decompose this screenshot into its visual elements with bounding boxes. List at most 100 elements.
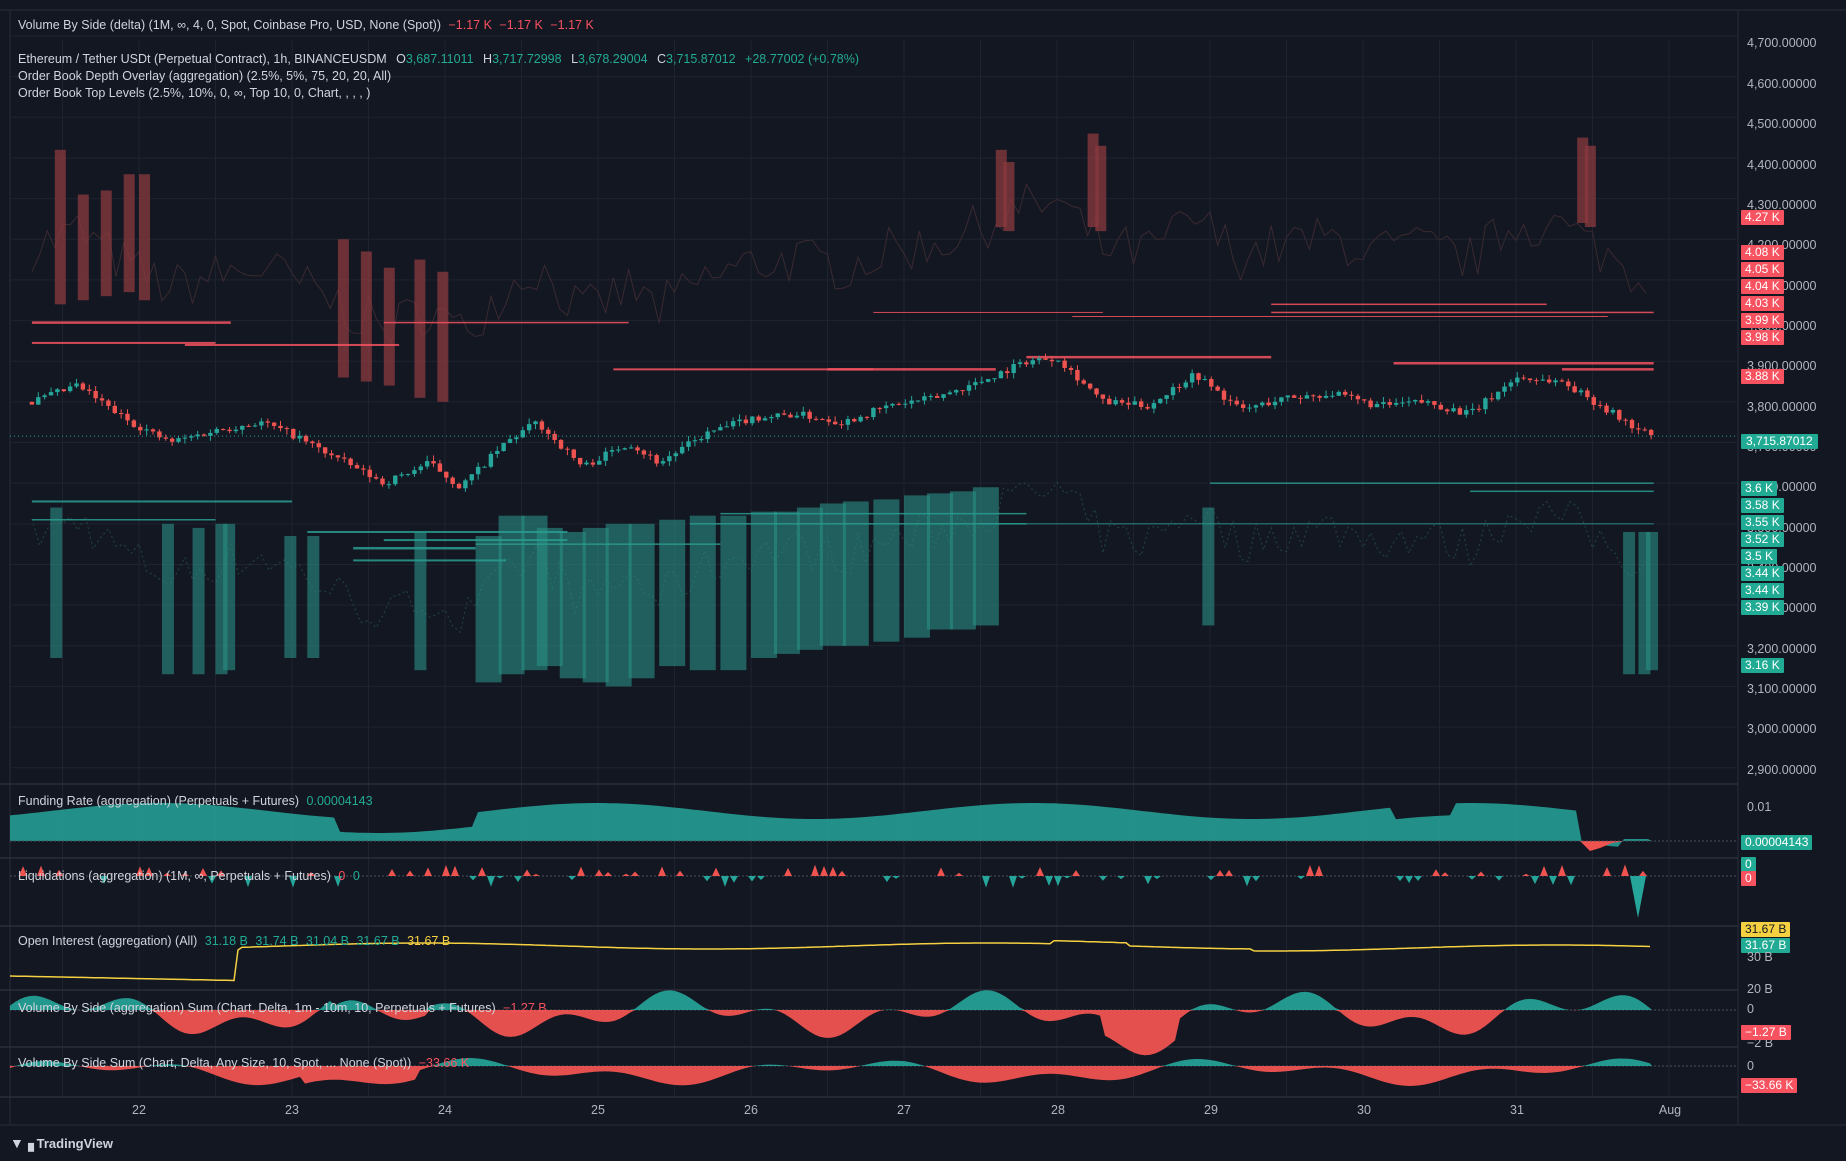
candle [1056, 360, 1061, 362]
top-value-3: −1.17 K [550, 18, 594, 32]
tradingview-logo[interactable]: ▼▗ TradingView [10, 1135, 113, 1152]
ask-level-bar [31, 321, 231, 324]
candle [163, 437, 168, 439]
candle [896, 403, 902, 405]
candle [1017, 362, 1023, 365]
ask-level-bar [1561, 368, 1654, 371]
vbs-agg-value: −1.27 B [503, 1001, 547, 1015]
candle [1476, 408, 1482, 410]
liquidation-spike [19, 866, 27, 876]
candle [903, 403, 908, 405]
ask-liquidity-zone [139, 174, 150, 301]
candle [1209, 379, 1214, 387]
liquidation-spike [1495, 876, 1503, 881]
oi-value-5: 31.67 B [407, 934, 451, 948]
oi-value-3: 31.04 B [305, 934, 349, 948]
symbol-legend[interactable]: Ethereum / Tether USDt (Perpetual Contra… [18, 52, 859, 66]
candle [1559, 380, 1565, 382]
vbs-sum-legend[interactable]: Volume By Side Sum (Chart, Delta, Any Si… [18, 1056, 469, 1070]
liquidation-spike [208, 876, 216, 884]
candle [1291, 395, 1297, 398]
ask-level-label: 4.05 K [1741, 262, 1784, 277]
candle [1221, 390, 1227, 400]
indicator-legend-depth[interactable]: Order Book Depth Overlay (aggregation) (… [18, 69, 391, 83]
open-label: O [396, 52, 406, 66]
liquidation-spike [622, 873, 630, 876]
candle [233, 429, 239, 432]
candle [342, 457, 347, 459]
liquidation-spike [496, 876, 504, 879]
vbs-agg-legend[interactable]: Volume By Side (aggregation) Sum (Chart,… [18, 1001, 547, 1015]
oi-legend[interactable]: Open Interest (aggregation) (All) 31.18 … [18, 934, 450, 948]
liquidation-spike [199, 868, 207, 876]
candle [1406, 401, 1412, 403]
indicator-legend-toplevels[interactable]: Order Book Top Levels (2.5%, 10%, 0, ∞, … [18, 86, 370, 100]
price-tick: 2,900.00000 [1747, 763, 1817, 777]
liquidation-spike [217, 870, 225, 876]
ask-liquidity-zone [54, 149, 66, 305]
liquidation-spike [1549, 876, 1557, 885]
candle [1126, 402, 1131, 405]
ask-liquidity-zone [414, 259, 426, 398]
bid-liquidity-zone [582, 527, 609, 683]
candle [424, 461, 430, 467]
candle [67, 386, 73, 392]
candle [1177, 387, 1182, 389]
candle [1502, 386, 1507, 392]
candle [526, 424, 532, 431]
candle [1087, 383, 1093, 389]
candle [80, 383, 86, 390]
candle [322, 447, 328, 454]
vbs-sum-value: −33.66 K [418, 1056, 470, 1070]
oi-title: Open Interest (aggregation) (All) [18, 934, 198, 948]
bid-liquidity-zone [192, 527, 205, 675]
ask-level-bar [383, 321, 629, 324]
candle [584, 462, 589, 465]
candle [501, 442, 506, 452]
candle [750, 416, 755, 424]
candle [475, 466, 481, 475]
liquidations-legend[interactable]: Liquidations (aggregation) (1M, ∞, Perpe… [18, 869, 360, 883]
liquidation-spike [307, 871, 315, 876]
candle [839, 424, 844, 426]
candle [883, 405, 889, 409]
bid-liquidity-zone [1646, 531, 1659, 671]
liquidation-spike [721, 876, 729, 887]
candle [1215, 386, 1220, 391]
liquidation-spike-large [1630, 876, 1646, 918]
funding-legend[interactable]: Funding Rate (aggregation) (Perpetuals +… [18, 794, 373, 808]
candle [291, 428, 296, 439]
candle [1049, 359, 1055, 362]
candle [775, 413, 780, 418]
candle [252, 425, 258, 427]
bid-level-bar [1210, 482, 1654, 484]
bid-liquidity-zone [605, 523, 632, 687]
open-value: 3,687.11011 [405, 52, 474, 66]
liquidation-spike [451, 865, 459, 876]
liquidation-spike [1468, 876, 1476, 880]
candle [616, 449, 621, 451]
liquidation-spike [1018, 876, 1026, 879]
liquidation-spike [1252, 876, 1260, 882]
candle [1170, 387, 1176, 396]
vbs-agg-tick: 0 [1747, 1002, 1754, 1016]
ask-liquidity-zone [1577, 137, 1589, 223]
bid-level-bar [31, 500, 293, 503]
liquidation-spike [1144, 876, 1152, 885]
candle [571, 449, 576, 458]
price-tick: 3,200.00000 [1747, 642, 1817, 656]
candle [781, 413, 787, 415]
time-tick: 30 [1357, 1103, 1371, 1117]
bid-liquidity-zone [873, 499, 900, 642]
bid-level-bar [353, 559, 507, 562]
candle [240, 425, 245, 430]
bid-liquidity-zone [904, 495, 930, 638]
candle [74, 383, 79, 387]
candle [1495, 391, 1501, 400]
indicator-toplevels-title: Order Book Top Levels (2.5%, 10%, 0, ∞, … [18, 86, 371, 100]
candle [1483, 398, 1488, 410]
ask-level-bar [184, 343, 400, 346]
candle [845, 419, 851, 425]
top-value-1: −1.17 K [448, 18, 492, 32]
